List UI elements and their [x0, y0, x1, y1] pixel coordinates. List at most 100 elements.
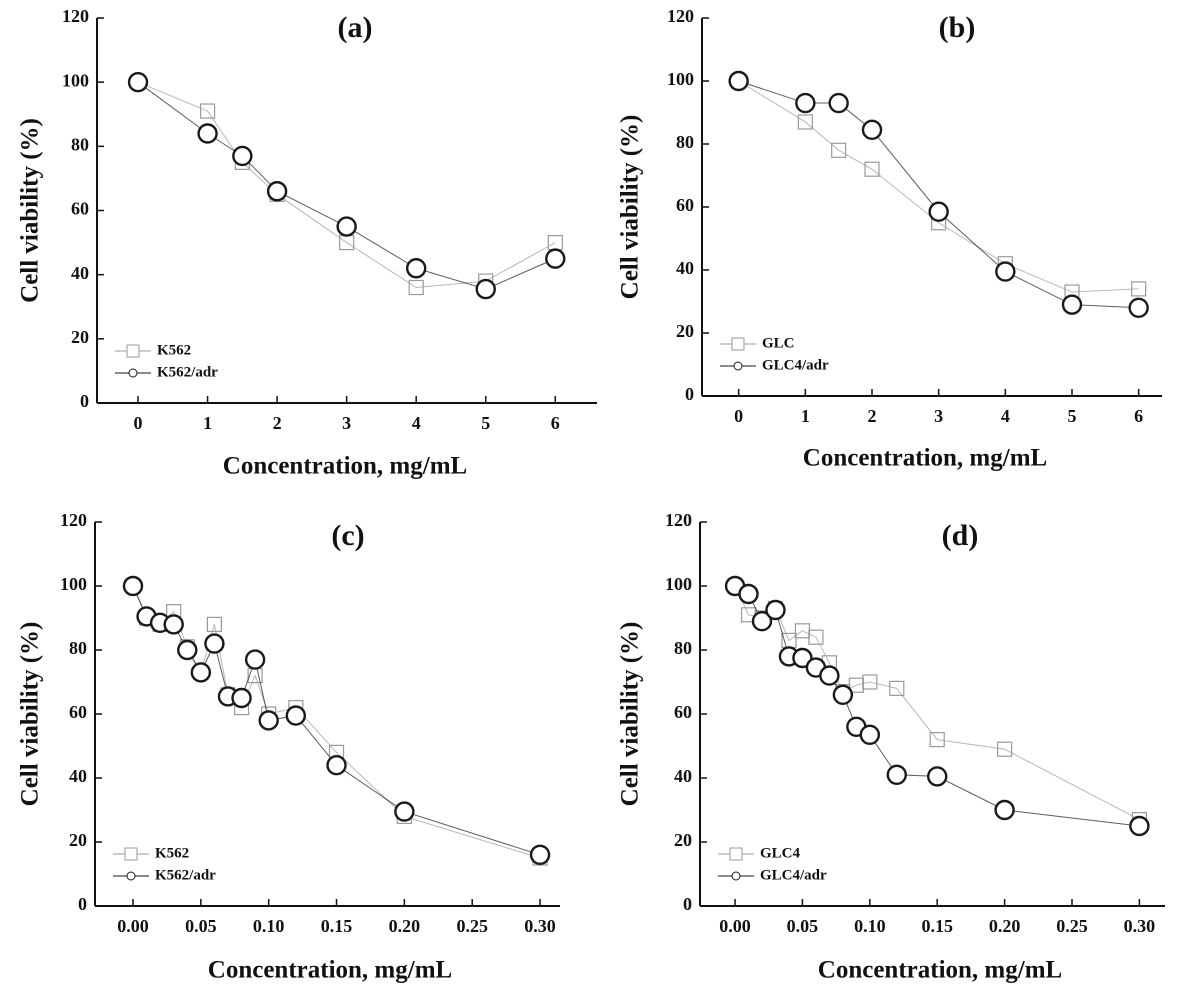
x-axis-label: Concentration, mg/mL — [818, 957, 1062, 984]
data-point — [258, 710, 279, 731]
x-tick-label: 5 — [481, 413, 490, 433]
data-point — [831, 142, 847, 158]
legend-marker — [124, 847, 138, 861]
data-point — [163, 614, 184, 635]
y-tick-label: 60 — [674, 702, 692, 722]
data-point — [728, 70, 749, 92]
legend-marker — [126, 344, 140, 358]
series-line — [137, 81, 556, 289]
data-point — [886, 764, 907, 785]
data-point — [197, 123, 218, 144]
x-tick-label: 3 — [342, 413, 351, 433]
series-line — [738, 80, 1139, 293]
chart-panel: 0 20 40 60 80 100 120 0 1 2 3 4 5 6 (a) Concentration, … — [17, 6, 597, 480]
legend-label: K562/adr — [155, 867, 216, 883]
y-tick-label: 20 — [676, 321, 694, 341]
data-point — [792, 647, 813, 669]
data-point — [994, 799, 1015, 821]
y-tick-label: 60 — [69, 702, 87, 722]
x-tick-label: 3 — [934, 406, 943, 426]
data-point — [995, 261, 1016, 282]
chart-panel: 0 20 40 60 80 100 120 0.00 0.05 0.10 0.15 0.20 0.25 0… — [617, 510, 1165, 984]
legend-label: GLC4/adr — [760, 867, 827, 883]
x-tick-label: 0.25 — [1056, 916, 1088, 936]
y-tick-label: 0 — [685, 384, 694, 404]
data-point — [475, 278, 496, 300]
legend-label: K562 — [155, 845, 189, 861]
y-tick-label: 60 — [676, 195, 694, 215]
data-point — [545, 248, 566, 269]
data-point — [206, 616, 223, 633]
x-tick-label: 0.05 — [787, 916, 819, 936]
chart-title: (a) — [338, 11, 373, 44]
y-tick-label: 120 — [665, 510, 692, 530]
x-axis-label: Concentration, mg/mL — [803, 445, 1047, 472]
x-tick-label: 2 — [273, 413, 282, 433]
data-point — [339, 234, 355, 251]
legend-marker — [731, 871, 741, 881]
data-point — [997, 741, 1013, 757]
y-tick-label: 40 — [674, 766, 692, 786]
y-tick-label: 100 — [665, 574, 692, 594]
legend-label: GLC — [762, 335, 795, 351]
x-tick-label: 0 — [134, 413, 143, 433]
x-tick-label: 0.20 — [389, 916, 421, 936]
data-point — [1128, 297, 1149, 318]
data-point — [285, 705, 307, 726]
x-tick-label: 0.15 — [321, 916, 353, 936]
y-tick-label: 80 — [676, 132, 694, 152]
data-point — [795, 92, 816, 114]
y-tick-label: 100 — [60, 574, 87, 594]
x-tick-label: 0.20 — [989, 916, 1021, 936]
y-tick-label: 100 — [667, 69, 694, 89]
x-tick-label: 4 — [412, 413, 421, 433]
data-point — [927, 766, 948, 787]
y-axis-label: Cell viability (%) — [17, 118, 44, 303]
data-point — [859, 724, 881, 745]
x-tick-label: 0.10 — [253, 916, 285, 936]
data-point — [1061, 294, 1083, 315]
y-tick-label: 80 — [674, 638, 692, 658]
data-point — [127, 71, 149, 93]
x-axis-label: Concentration, mg/mL — [223, 453, 467, 480]
data-point — [190, 662, 212, 683]
x-tick-label: 0.15 — [921, 916, 953, 936]
y-tick-label: 20 — [71, 327, 89, 347]
data-point — [529, 844, 551, 865]
data-point — [864, 161, 880, 177]
series-line — [734, 585, 1140, 827]
legend-marker — [128, 368, 138, 378]
legend-marker — [126, 871, 136, 881]
data-point — [751, 611, 773, 632]
data-point — [232, 145, 253, 167]
data-point — [231, 687, 252, 709]
series-line — [132, 585, 541, 859]
data-point — [405, 258, 427, 279]
x-tick-label: 0.05 — [185, 916, 217, 936]
data-point — [862, 674, 878, 690]
data-point — [204, 633, 225, 654]
x-tick-label: 0.10 — [854, 916, 886, 936]
legend-marker — [731, 337, 745, 351]
x-tick-label: 0.25 — [456, 916, 488, 936]
x-tick-label: 2 — [868, 406, 877, 426]
y-tick-label: 80 — [71, 134, 89, 154]
y-tick-label: 40 — [676, 258, 694, 278]
chart-title: (d) — [942, 519, 979, 552]
data-point — [861, 119, 883, 141]
y-tick-label: 40 — [69, 766, 87, 786]
data-point — [244, 649, 266, 670]
x-tick-label: 5 — [1068, 406, 1077, 426]
x-tick-label: 0.00 — [719, 916, 751, 936]
y-tick-label: 60 — [71, 199, 89, 219]
x-tick-label: 1 — [801, 406, 810, 426]
x-tick-label: 0.30 — [524, 916, 556, 936]
data-point — [794, 623, 811, 639]
data-point — [547, 234, 563, 251]
data-point — [336, 216, 357, 237]
data-point — [929, 731, 945, 748]
data-point — [828, 92, 849, 114]
data-point — [266, 181, 288, 202]
data-point — [1129, 815, 1150, 837]
